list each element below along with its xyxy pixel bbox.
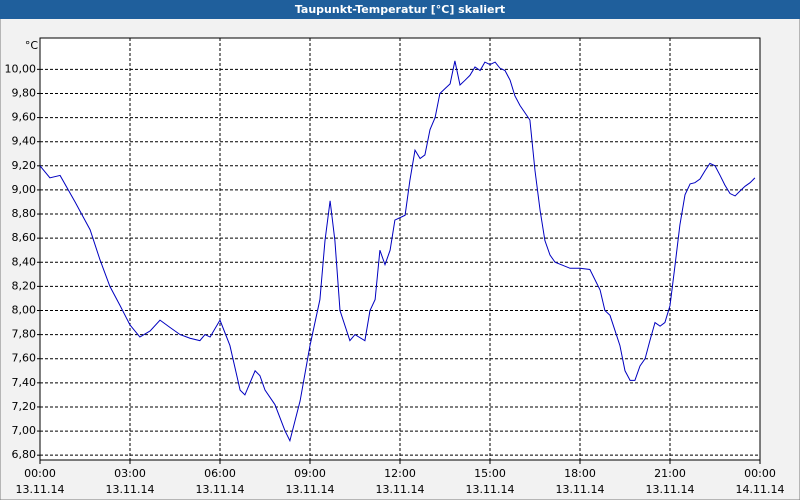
x-tick-label: 12:00 bbox=[384, 467, 416, 480]
x-tick-date: 13.11.14 bbox=[196, 483, 245, 496]
y-tick-label: 8,60 bbox=[12, 231, 37, 244]
y-tick-label: 7,00 bbox=[12, 424, 37, 437]
y-tick-label: 9,60 bbox=[12, 111, 37, 124]
x-tick-date: 13.11.14 bbox=[556, 483, 605, 496]
x-tick-date: 13.11.14 bbox=[106, 483, 155, 496]
x-tick-date: 14.11.14 bbox=[736, 483, 785, 496]
y-tick-label: 6,80 bbox=[12, 448, 37, 461]
x-tick-label: 21:00 bbox=[654, 467, 686, 480]
x-tick-date: 13.11.14 bbox=[646, 483, 695, 496]
x-tick-label: 09:00 bbox=[294, 467, 326, 480]
y-tick-label: 9,20 bbox=[12, 159, 37, 172]
y-tick-label: 9,40 bbox=[12, 135, 37, 148]
plot-frame bbox=[39, 37, 761, 461]
x-tick-label: 00:00 bbox=[744, 467, 776, 480]
data-line bbox=[39, 60, 756, 443]
y-tick-label: 7,40 bbox=[12, 376, 37, 389]
x-tick-label: 15:00 bbox=[474, 467, 506, 480]
x-tick-label: 18:00 bbox=[564, 467, 596, 480]
y-tick-label: 7,80 bbox=[12, 328, 37, 341]
y-tick-label: 9,80 bbox=[12, 86, 37, 99]
y-unit: °C bbox=[25, 39, 39, 52]
chart-title: Taupunkt-Temperatur [°C] skaliert bbox=[295, 3, 505, 16]
x-tick-date: 13.11.14 bbox=[376, 483, 425, 496]
x-tick-date: 13.11.14 bbox=[466, 483, 515, 496]
y-tick-label: 7,60 bbox=[12, 352, 37, 365]
x-tick-label: 03:00 bbox=[114, 467, 146, 480]
x-tick-label: 06:00 bbox=[204, 467, 236, 480]
y-tick-label: 10,00 bbox=[5, 62, 37, 75]
title-bar bbox=[0, 0, 800, 19]
y-tick-label: 7,20 bbox=[12, 400, 37, 413]
x-tick-label: 00:00 bbox=[24, 467, 56, 480]
y-tick-label: 9,00 bbox=[12, 183, 37, 196]
y-tick-label: 8,80 bbox=[12, 207, 37, 220]
y-tick-label: 8,00 bbox=[12, 303, 37, 316]
y-tick-label: 8,40 bbox=[12, 255, 37, 268]
x-tick-date: 13.11.14 bbox=[286, 483, 335, 496]
y-tick-label: 8,20 bbox=[12, 279, 37, 292]
x-tick-date: 13.11.14 bbox=[16, 483, 65, 496]
